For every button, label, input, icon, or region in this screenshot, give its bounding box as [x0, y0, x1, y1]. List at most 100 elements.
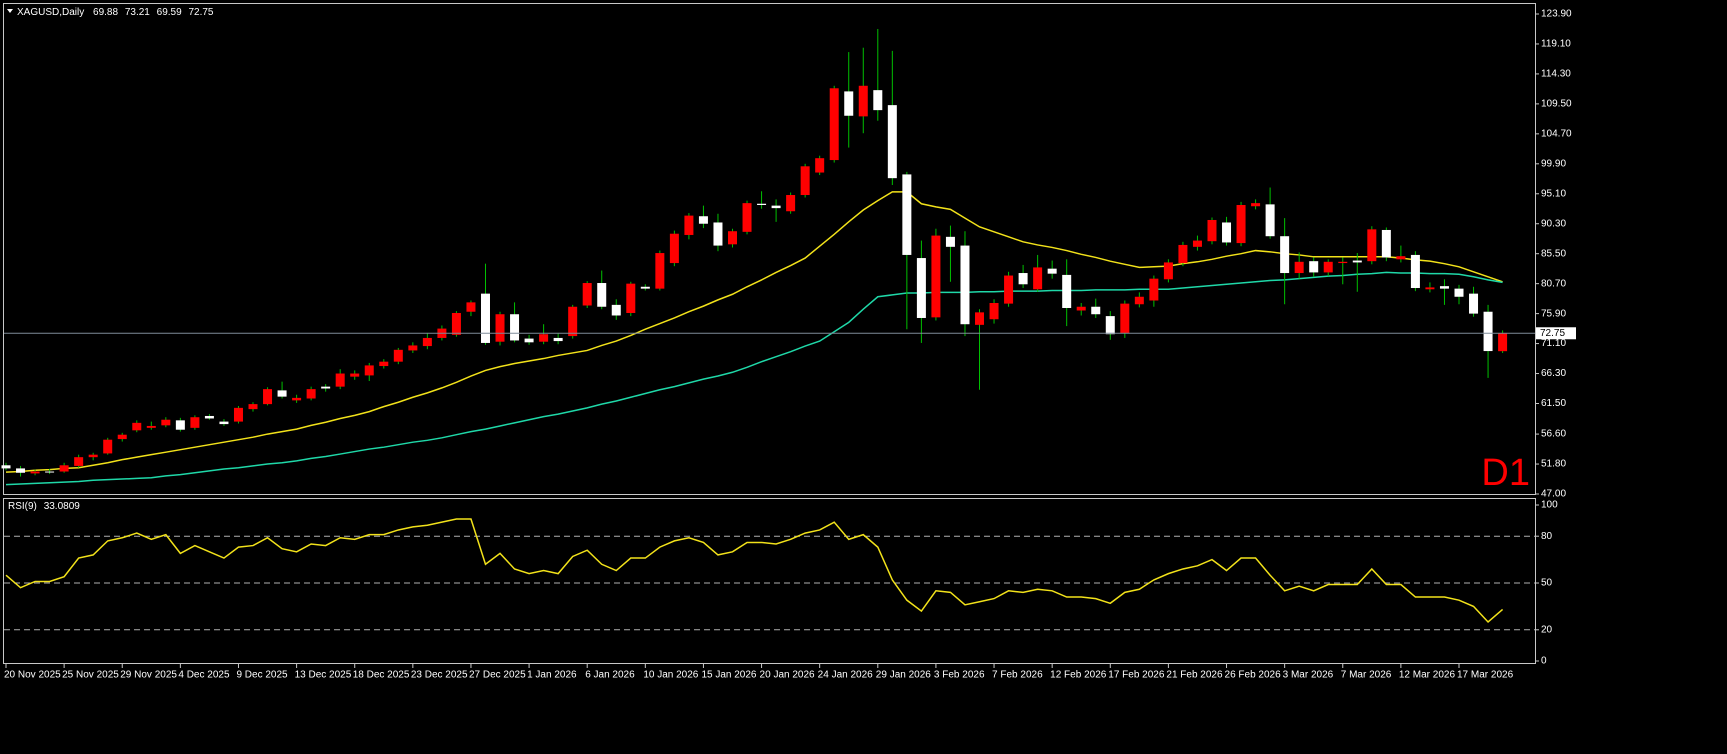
candle-body: [1425, 287, 1435, 290]
candle-body: [1004, 275, 1014, 304]
y-tick-label: 20: [1541, 624, 1553, 635]
x-tick-label: 13 Dec 2025: [295, 670, 352, 681]
candle-body: [510, 314, 520, 341]
rsi-line: [5, 518, 1504, 624]
candle-body: [989, 302, 999, 320]
x-tick-label: 21 Feb 2026: [1166, 670, 1223, 681]
y-tick-label: 104.70: [1541, 128, 1572, 139]
y-tick-label: 119.10: [1541, 39, 1571, 50]
current-price-label: 72.75: [1540, 328, 1565, 339]
candle-body: [277, 390, 287, 397]
candle-body: [161, 419, 171, 426]
candle-body: [88, 454, 98, 458]
y-tick-label: 95.10: [1541, 188, 1566, 199]
candle-body: [1469, 293, 1479, 314]
y-tick-label: 80: [1541, 531, 1553, 542]
candle-body: [263, 389, 273, 405]
x-tick-label: 20 Nov 2025: [4, 670, 61, 681]
x-tick-label: 15 Jan 2026: [701, 670, 756, 681]
symbol: XAGUSD,Daily: [17, 7, 84, 18]
x-tick-label: 18 Dec 2025: [353, 670, 410, 681]
candle-body: [45, 471, 55, 473]
candle-body: [132, 422, 142, 431]
x-tick-label: 10 Jan 2026: [643, 670, 698, 681]
candle-body: [960, 245, 970, 325]
y-tick-label: 80.70: [1541, 278, 1566, 289]
x-tick-label: 27 Dec 2025: [469, 670, 526, 681]
candle-body: [1309, 261, 1319, 273]
candle-body: [800, 166, 810, 196]
candle-body: [902, 174, 912, 255]
candle-body: [1033, 267, 1043, 290]
candle-body: [1323, 261, 1333, 273]
candle-body: [1280, 236, 1290, 274]
x-tick-label: 26 Feb 2026: [1225, 670, 1282, 681]
candle-body: [1410, 254, 1420, 289]
candle-body: [350, 373, 360, 377]
header-high: 73.21: [125, 7, 150, 18]
candle-body: [219, 421, 229, 425]
candle-body: [742, 203, 752, 232]
candle-body: [480, 293, 490, 343]
x-tick-label: 29 Nov 2025: [120, 670, 177, 681]
candle-body: [597, 283, 607, 307]
y-tick-label: 71.10: [1541, 338, 1566, 349]
candle-body: [1018, 273, 1028, 285]
candle-body: [30, 471, 40, 474]
x-tick-label: 9 Dec 2025: [236, 670, 288, 681]
candle-body: [495, 314, 505, 342]
y-tick-label: 114.30: [1541, 69, 1571, 80]
candle-body: [1120, 303, 1130, 333]
candle-body: [422, 337, 432, 347]
candle-body: [844, 91, 854, 116]
candle-body: [611, 304, 621, 316]
y-tick-label: 109.50: [1541, 99, 1572, 110]
candle-body: [539, 334, 549, 342]
candle-body: [1338, 261, 1348, 264]
candle-body: [1, 465, 11, 469]
candle-body: [1251, 203, 1261, 207]
rsi-title: RSI(9): [8, 501, 37, 512]
y-tick-label: 50: [1541, 578, 1553, 589]
x-tick-label: 3 Feb 2026: [934, 670, 985, 681]
menu-triangle[interactable]: [7, 9, 13, 13]
candle-body: [364, 365, 374, 376]
candle-body: [1178, 244, 1188, 264]
candle-body: [117, 434, 127, 440]
candle-body: [1192, 240, 1202, 247]
candle-body: [669, 233, 679, 264]
y-tick-label: 100: [1541, 500, 1558, 511]
y-tick-label: 90.30: [1541, 218, 1566, 229]
x-tick-label: 17 Feb 2026: [1108, 670, 1165, 681]
header-open: 69.88: [93, 7, 118, 18]
y-tick-label: 61.50: [1541, 398, 1566, 409]
candle-body: [1076, 306, 1086, 311]
y-tick-label: 56.60: [1541, 429, 1566, 440]
candle-body: [786, 195, 796, 212]
x-tick-label: 12 Mar 2026: [1399, 670, 1456, 681]
timeframe-label: D1: [1481, 452, 1530, 494]
current-price-tag: [1536, 327, 1576, 340]
candle-body: [815, 158, 825, 173]
candle-body: [873, 90, 883, 111]
candle-body: [1265, 204, 1275, 237]
candle-body: [1381, 229, 1391, 258]
x-tick-label: 7 Mar 2026: [1341, 670, 1392, 681]
candle-body: [887, 105, 897, 179]
y-tick-label: 0: [1541, 656, 1547, 667]
y-tick-label: 66.30: [1541, 368, 1566, 379]
candle-body: [466, 302, 476, 312]
candle-body: [568, 306, 578, 337]
candle-body: [1498, 333, 1508, 352]
y-tick-label: 51.80: [1541, 459, 1566, 470]
x-tick-label: 25 Nov 2025: [62, 670, 119, 681]
candle-body: [829, 88, 839, 161]
candle-body: [713, 222, 723, 246]
x-tick-label: 12 Feb 2026: [1050, 670, 1107, 681]
x-tick-label: 17 Mar 2026: [1457, 670, 1514, 681]
candle-body: [1062, 274, 1072, 308]
candle-body: [393, 349, 403, 362]
candle-body: [582, 283, 592, 306]
x-tick-label: 4 Dec 2025: [178, 670, 230, 681]
